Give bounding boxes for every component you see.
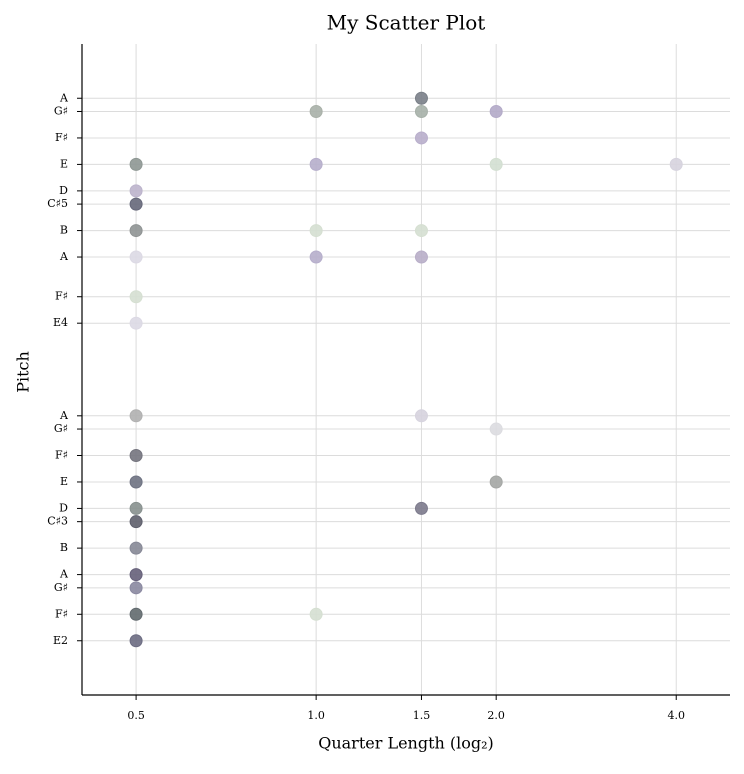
data-point: [414, 104, 428, 118]
data-point: [414, 250, 428, 264]
y-tick-label: E4: [53, 316, 68, 329]
x-tick-label: 1.0: [307, 709, 325, 722]
y-tick-label: G♯: [54, 581, 68, 594]
data-point: [129, 607, 143, 621]
data-point: [129, 184, 143, 198]
y-tick-label: E: [60, 475, 68, 488]
y-tick-label: F♯: [55, 449, 68, 462]
data-point: [414, 501, 428, 515]
y-tick-label: D: [59, 501, 68, 514]
data-point: [414, 409, 428, 423]
y-tick-label: B: [60, 224, 68, 237]
y-tick-label: F♯: [55, 131, 68, 144]
y-tick-label: C♯5: [47, 197, 68, 210]
data-point: [129, 197, 143, 211]
data-point: [129, 250, 143, 264]
data-point: [129, 501, 143, 515]
x-tick-label: 1.5: [413, 709, 431, 722]
data-point: [489, 422, 503, 436]
data-point: [129, 475, 143, 489]
y-tick-label: F♯: [55, 607, 68, 620]
y-tick-label: A: [59, 568, 69, 581]
x-axis-label: Quarter Length (log₂): [318, 734, 494, 753]
data-point: [129, 290, 143, 304]
data-point: [129, 568, 143, 582]
data-point: [414, 91, 428, 105]
data-point: [129, 316, 143, 330]
y-tick-label: A: [59, 91, 69, 104]
data-point: [489, 157, 503, 171]
y-tick-label: A: [59, 409, 69, 422]
y-tick-label: C♯3: [47, 515, 68, 528]
data-point: [129, 515, 143, 529]
y-tick-label: G♯: [54, 422, 68, 435]
chart-title: My Scatter Plot: [327, 11, 486, 35]
x-tick-label: 2.0: [487, 709, 505, 722]
data-point: [489, 475, 503, 489]
data-point: [309, 224, 323, 238]
data-point: [129, 409, 143, 423]
y-tick-label: A: [59, 250, 69, 263]
y-tick-label: E2: [53, 634, 68, 647]
y-axis-label: Pitch: [14, 351, 33, 393]
data-point: [129, 634, 143, 648]
data-point: [309, 157, 323, 171]
data-point: [489, 104, 503, 118]
y-tick-label: G♯: [54, 104, 68, 117]
data-point: [129, 541, 143, 555]
x-tick-label: 0.5: [127, 709, 145, 722]
x-tick-label: 4.0: [667, 709, 685, 722]
data-point: [129, 224, 143, 238]
y-tick-label: E: [60, 157, 68, 170]
y-tick-label: D: [59, 184, 68, 197]
data-point: [414, 131, 428, 145]
data-point: [129, 581, 143, 595]
data-point: [129, 157, 143, 171]
data-point: [309, 104, 323, 118]
y-tick-label: B: [60, 541, 68, 554]
y-tick-label: F♯: [55, 290, 68, 303]
data-point: [309, 250, 323, 264]
data-point: [309, 607, 323, 621]
data-point: [669, 157, 683, 171]
data-point: [129, 449, 143, 463]
data-point: [414, 224, 428, 238]
